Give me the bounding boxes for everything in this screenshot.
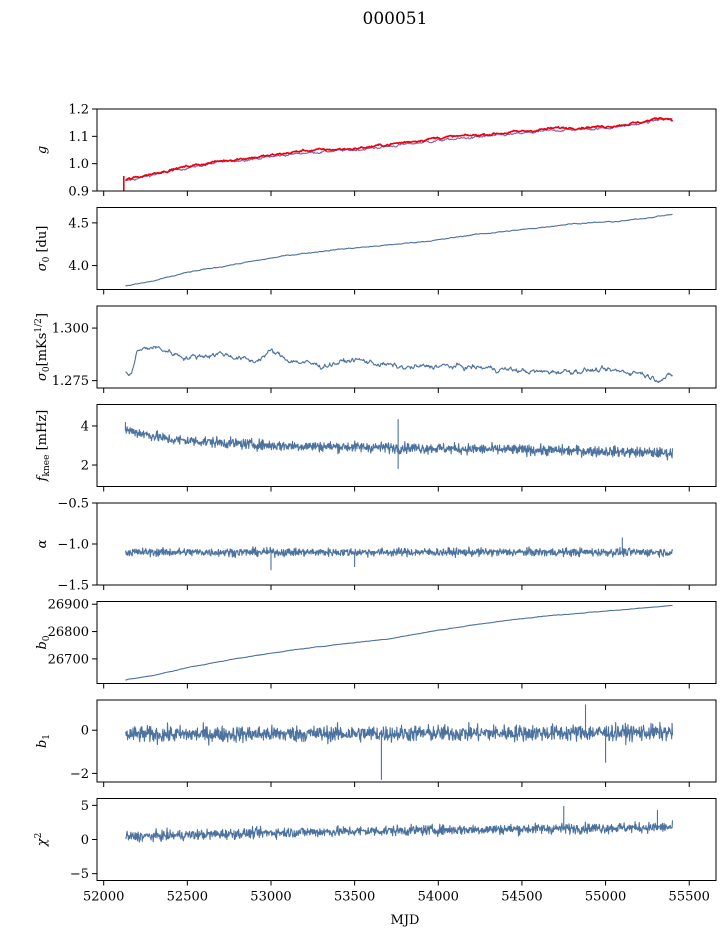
x-tick-label: 53500 xyxy=(334,890,375,905)
y-tick-label: 1.0 xyxy=(68,157,89,172)
y-tick-label: 5 xyxy=(81,799,89,814)
y-tick-label: −1.5 xyxy=(57,579,89,594)
y-tick-label: 1.275 xyxy=(52,374,89,389)
x-tick-label: 53000 xyxy=(250,890,291,905)
y-tick-label: 26700 xyxy=(48,652,89,667)
y-axis-label: b0 xyxy=(35,635,52,649)
panel-7: −2 0 b1 xyxy=(35,699,717,787)
y-tick-label: 1.2 xyxy=(68,103,89,118)
x-tick-label: 54000 xyxy=(418,890,459,905)
x-tick-label: 55500 xyxy=(669,890,710,905)
y-tick-label: 4.0 xyxy=(68,259,89,274)
panel-6: 26700 26800 26900 b0 xyxy=(35,598,717,689)
panel-frame xyxy=(96,305,717,389)
panel-frame xyxy=(96,502,717,586)
y-axis-label: g xyxy=(35,146,50,154)
y-tick-label: 0 xyxy=(81,724,89,739)
panel-frame xyxy=(96,699,717,783)
panels: 0.9 1.0 1.1 1.2 g 4.0 4.5 σ0 [du] 1.275 1.300σ0[m… xyxy=(34,103,717,905)
x-tick-label: 52000 xyxy=(83,890,124,905)
panel-frame xyxy=(96,207,717,290)
y-tick-label: −2 xyxy=(70,767,89,782)
panel-frame xyxy=(96,108,717,192)
y-tick-label: 26900 xyxy=(48,598,89,613)
y-tick-label: 0.9 xyxy=(68,185,89,200)
y-tick-label: 1.300 xyxy=(52,322,89,337)
panel-4: 2 4 fknee [mHz] xyxy=(35,404,717,492)
panel-5: −1.5 −1.0 −0.5 α xyxy=(35,497,717,594)
x-tick-label: 55000 xyxy=(585,890,626,905)
y-axis-label: α xyxy=(35,539,50,548)
series-line-8-1 xyxy=(125,806,674,843)
x-tick-label: 54500 xyxy=(501,890,542,905)
panel-8: −5 0 5 52000 52500 53000 53500 54000 54500 55000 5… xyxy=(34,798,717,905)
series-line-2-1 xyxy=(125,213,673,287)
series-line-5-1 xyxy=(124,537,674,571)
y-tick-label: 2 xyxy=(81,459,89,474)
panel-frame xyxy=(96,601,717,684)
y-axis-label: χ2 xyxy=(34,833,50,848)
panel-2: 4.0 4.5 σ0 [du] xyxy=(35,207,717,295)
x-tick-label: 52500 xyxy=(167,890,208,905)
y-tick-label: −0.5 xyxy=(57,497,89,512)
y-axis-label: b1 xyxy=(35,734,52,748)
series-line-1-2 xyxy=(122,117,674,191)
series-line-3-1 xyxy=(125,345,673,383)
y-tick-label: 4.5 xyxy=(68,216,89,231)
y-tick-label: 26800 xyxy=(48,625,89,640)
y-axis-label: σ0[mKs1/2] xyxy=(34,313,52,381)
y-axis-label: σ0 [du] xyxy=(35,226,52,272)
y-tick-label: −5 xyxy=(70,867,89,882)
figure-title: 000051 xyxy=(363,9,428,29)
y-axis-label: fknee [mHz] xyxy=(35,410,52,483)
panel-frame xyxy=(96,798,717,881)
series-line-7-1 xyxy=(124,704,674,780)
x-axis-label: MJD xyxy=(391,913,420,928)
y-tick-label: 4 xyxy=(81,419,89,434)
panel-1: 0.9 1.0 1.1 1.2 g xyxy=(35,103,717,200)
y-tick-label: 1.1 xyxy=(68,130,89,145)
y-tick-label: 0 xyxy=(81,833,89,848)
series-line-6-1 xyxy=(125,604,673,681)
panel-frame xyxy=(96,404,717,487)
series-line-4-1 xyxy=(124,419,674,469)
y-tick-label: −1.0 xyxy=(57,538,89,553)
